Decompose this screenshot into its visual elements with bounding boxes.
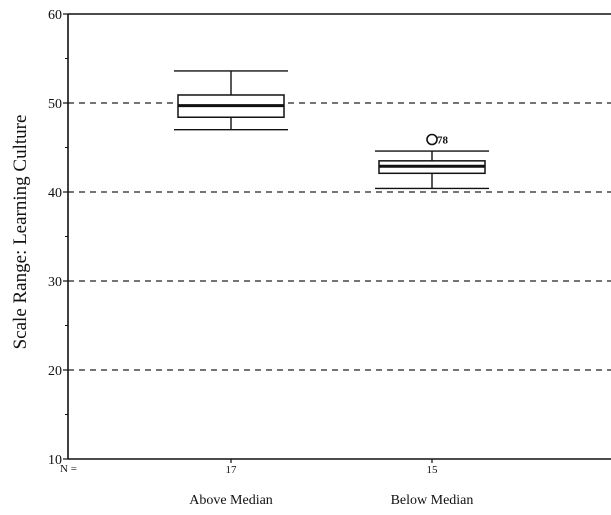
outlier-point (426, 133, 438, 146)
y-tick-label-10: 10 (48, 453, 62, 468)
y-axis-label: Scale Range: Learning Culture (10, 115, 31, 350)
boxes (174, 70, 489, 190)
box-2 (375, 133, 489, 190)
box-1 (174, 70, 288, 131)
y-tick-label-40: 40 (48, 186, 62, 201)
category-label-2: Below Median (391, 493, 474, 508)
n-prefix-label: N = (60, 463, 77, 475)
y-tick-label-60: 60 (48, 8, 62, 23)
axes (63, 13, 611, 463)
y-tick-label-20: 20 (48, 364, 62, 379)
n-value-2: 15 (427, 464, 439, 476)
grid-lines (68, 102, 611, 371)
n-value-1: 17 (226, 464, 238, 476)
category-label-1: Above Median (189, 493, 273, 508)
outlier-label: 78 (437, 134, 449, 146)
y-tick-label-50: 50 (48, 97, 62, 112)
y-tick-label-30: 30 (48, 275, 62, 290)
labels: 10 20 30 40 50 60 N = 17 Above Median 78 15 Below M… (48, 8, 473, 508)
